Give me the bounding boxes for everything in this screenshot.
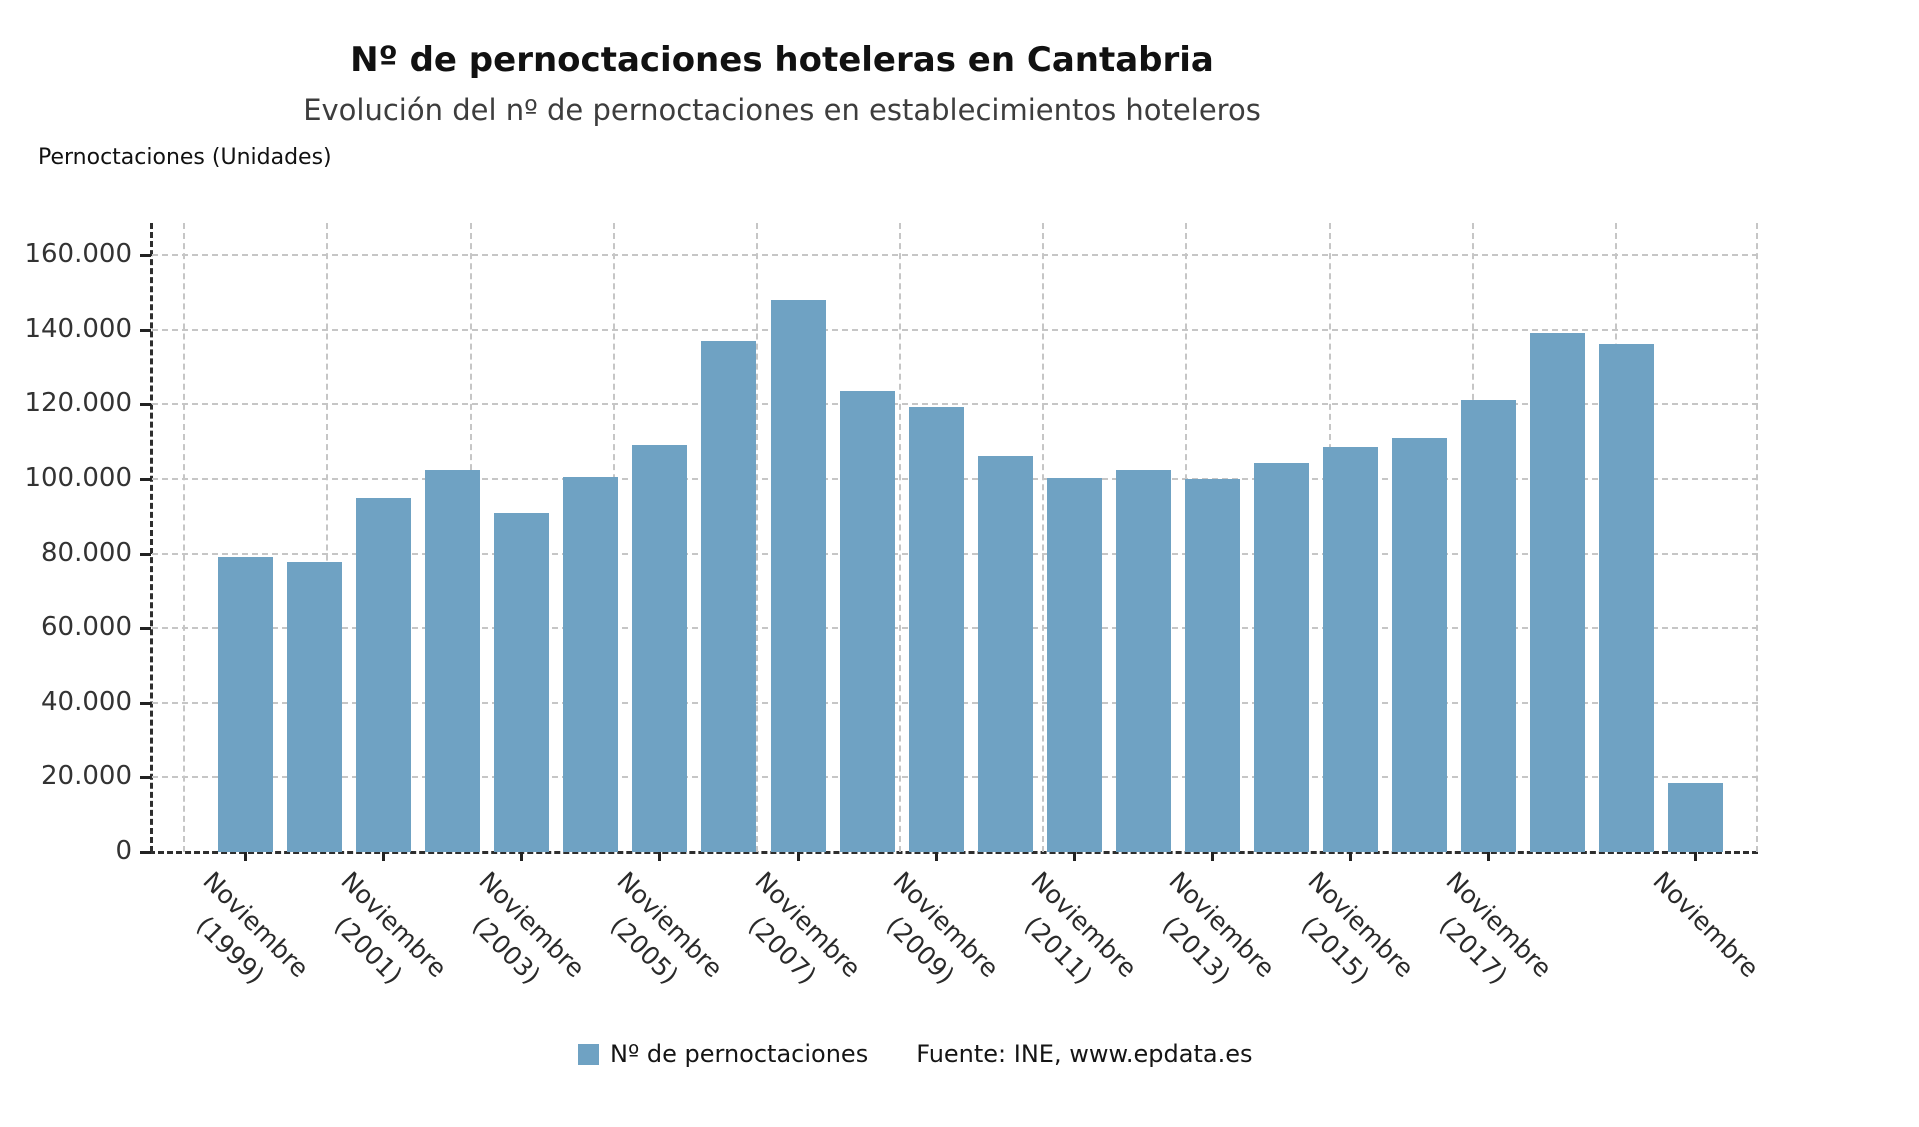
x-tick-label: Noviembre (2013) — [1157, 866, 1281, 990]
x-tick-label: Noviembre (2005) — [605, 866, 729, 990]
x-tick-label: Noviembre (2007) — [743, 866, 867, 990]
y-tick-mark — [140, 403, 151, 407]
gridline-vertical — [1756, 223, 1758, 852]
bar[interactable] — [1392, 437, 1448, 852]
y-tick-label: 0 — [115, 835, 132, 866]
y-axis-title: Pernoctaciones (Unidades) — [38, 145, 332, 170]
bar[interactable] — [770, 299, 826, 852]
x-tick-label: Noviembre (2009) — [881, 866, 1005, 990]
y-tick-label: 160.000 — [24, 238, 132, 269]
bar[interactable] — [977, 455, 1033, 852]
plot-area: 0 20.000 40.000 60.000 80.000 100.000 120.000 1… — [24, 223, 1764, 989]
bar[interactable] — [218, 557, 273, 852]
bar[interactable] — [1254, 463, 1310, 852]
gridline-horizontal — [152, 403, 1758, 406]
source-label: Fuente: INE, www.epdata.es — [916, 1040, 1253, 1068]
bar[interactable] — [356, 497, 412, 852]
y-tick-label: 120.000 — [24, 388, 132, 419]
gridline-vertical — [326, 223, 329, 852]
x-tick-mark — [520, 852, 524, 861]
x-tick-label: Noviembre (2003) — [466, 866, 591, 990]
bar[interactable] — [908, 406, 964, 852]
x-tick-mark — [1694, 852, 1698, 861]
bar[interactable] — [1461, 400, 1517, 852]
chart-title: Nº de pernoctaciones hoteleras en Cantab… — [350, 40, 1214, 80]
y-axis-line — [150, 223, 153, 852]
x-tick-mark — [934, 852, 938, 861]
x-tick-mark — [796, 852, 800, 861]
y-tick-mark — [140, 701, 151, 705]
legend-swatch — [578, 1043, 599, 1065]
bar[interactable] — [287, 562, 343, 852]
gridline-horizontal — [152, 328, 1758, 331]
bar[interactable] — [1046, 477, 1102, 852]
y-tick-label: 60.000 — [41, 611, 132, 642]
x-tick-mark — [1487, 852, 1491, 861]
bar[interactable] — [839, 391, 895, 852]
gridline-vertical — [1042, 223, 1045, 852]
y-tick-mark — [140, 552, 151, 556]
legend: Nº de pernoctaciones Fuente: INE, www.ep… — [578, 1040, 1253, 1068]
bar[interactable] — [494, 512, 550, 852]
x-tick-mark — [1072, 852, 1076, 861]
y-tick-mark — [140, 477, 151, 481]
x-tick-label: Noviembre (2015) — [1295, 866, 1419, 990]
bar[interactable] — [1599, 343, 1655, 852]
x-tick-label: Noviembre (2011) — [1019, 866, 1143, 990]
bar[interactable] — [563, 477, 619, 852]
bar[interactable] — [632, 444, 688, 852]
y-tick-label: 40.000 — [41, 686, 132, 717]
y-tick-mark — [140, 776, 151, 780]
x-tick-label: Noviembre — [1647, 866, 1765, 984]
gridline-vertical — [183, 223, 186, 852]
y-tick-label: 140.000 — [24, 313, 132, 344]
y-tick-mark — [140, 254, 151, 258]
gridline-horizontal — [152, 254, 1758, 257]
bar[interactable] — [1530, 333, 1586, 852]
x-tick-mark — [244, 852, 247, 861]
bar[interactable] — [1115, 469, 1171, 852]
y-tick-mark — [140, 627, 151, 631]
y-tick-mark — [140, 328, 151, 332]
bar[interactable] — [425, 469, 481, 852]
bar[interactable] — [1668, 783, 1724, 852]
x-tick-mark — [1210, 852, 1214, 861]
x-tick-mark — [382, 852, 386, 861]
chart-subtitle: Evolución del nº de pernoctaciones en es… — [303, 93, 1261, 127]
y-tick-mark — [140, 851, 151, 854]
bar[interactable] — [1323, 447, 1379, 852]
bar[interactable] — [701, 341, 757, 852]
x-tick-label: Noviembre (1999) — [190, 866, 314, 990]
bar[interactable] — [1184, 478, 1240, 852]
x-tick-label: Noviembre (2001) — [328, 866, 452, 990]
x-tick-mark — [658, 852, 662, 861]
y-tick-label: 80.000 — [41, 537, 132, 568]
y-tick-label: 20.000 — [41, 761, 132, 792]
x-tick-label: Noviembre (2017) — [1433, 866, 1558, 990]
x-axis-line — [149, 851, 1758, 854]
gridline-vertical — [755, 223, 758, 852]
x-tick-mark — [1349, 852, 1353, 861]
y-tick-label: 100.000 — [24, 462, 132, 493]
legend-series-label: Nº de pernoctaciones — [610, 1040, 869, 1068]
gridline-vertical — [899, 223, 902, 852]
